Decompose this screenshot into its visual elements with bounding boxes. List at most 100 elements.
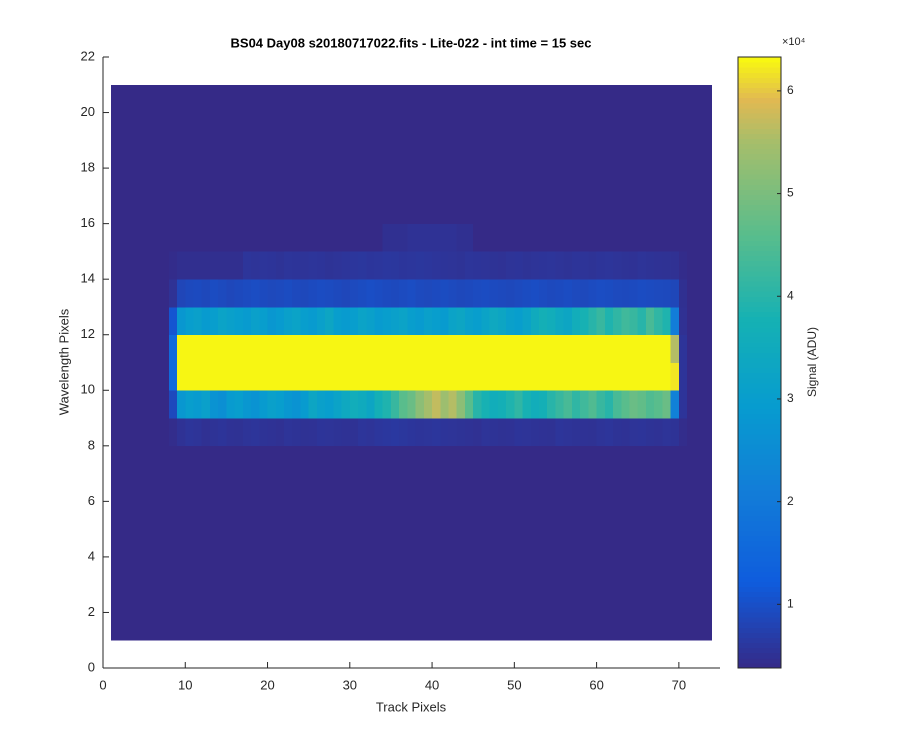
heatmap-cell <box>366 140 375 169</box>
colorbar-segment <box>738 428 781 435</box>
heatmap-cell <box>226 279 235 308</box>
heatmap-cell <box>218 445 227 474</box>
heatmap-cell <box>374 556 384 585</box>
heatmap-cell <box>678 612 688 641</box>
heatmap-cell <box>316 418 326 447</box>
heatmap-cell <box>399 112 408 141</box>
heatmap-cell <box>111 334 120 363</box>
heatmap-cell <box>209 418 219 447</box>
heatmap-cell <box>415 418 425 447</box>
heatmap-cell <box>300 445 309 474</box>
heatmap-cell <box>547 223 556 252</box>
heatmap-cell <box>448 112 458 141</box>
heatmap-cell <box>662 390 671 419</box>
heatmap-cell <box>201 445 211 474</box>
heatmap-cell <box>144 529 153 558</box>
colorbar-segment <box>738 393 781 399</box>
heatmap-cell <box>637 279 647 308</box>
heatmap-cell <box>637 445 647 474</box>
heatmap-cell <box>678 390 688 419</box>
heatmap-cell <box>662 306 671 336</box>
heatmap-cell <box>209 140 219 169</box>
heatmap-cell <box>275 112 285 141</box>
heatmap-cell <box>629 112 639 141</box>
heatmap-cell <box>547 168 556 197</box>
colorbar-segment <box>738 158 781 165</box>
heatmap-cell <box>547 112 556 141</box>
heatmap-cell <box>341 556 351 585</box>
heatmap-cell <box>308 140 318 169</box>
colorbar-segment <box>738 367 781 374</box>
colorbar-segment <box>738 230 781 236</box>
heatmap-cell <box>193 84 203 113</box>
heatmap-cell <box>613 334 622 363</box>
heatmap-cell <box>209 390 219 419</box>
heatmap-cell <box>259 529 268 558</box>
heatmap-cell <box>144 279 153 308</box>
heatmap-cell <box>637 84 647 113</box>
heatmap-cell <box>514 195 523 224</box>
heatmap-cell <box>185 556 194 585</box>
heatmap-cell <box>177 556 186 585</box>
colorbar-segment <box>738 189 781 195</box>
heatmap-cell <box>144 612 153 641</box>
heatmap-cell <box>539 529 548 558</box>
heatmap-cell <box>399 529 408 558</box>
heatmap-cell <box>127 529 137 558</box>
heatmap-cell <box>168 556 178 585</box>
heatmap-cell <box>144 112 153 141</box>
heatmap-cell <box>144 473 153 502</box>
heatmap-cell <box>456 279 466 308</box>
heatmap-cell <box>242 556 252 585</box>
heatmap-cell <box>218 529 227 558</box>
heatmap-cell <box>440 195 449 224</box>
colorbar-segment <box>738 423 781 430</box>
heatmap-cell <box>111 223 120 252</box>
heatmap-cell <box>135 445 145 474</box>
heatmap-cell <box>588 195 597 224</box>
heatmap-cell <box>201 612 211 641</box>
colorbar-segment <box>738 535 781 542</box>
x-tick-label: 10 <box>178 677 192 692</box>
heatmap-cell <box>390 529 400 558</box>
heatmap-cell <box>670 251 680 280</box>
heatmap-cell <box>209 84 219 113</box>
heatmap-cell <box>588 251 597 280</box>
heatmap-cell <box>497 168 507 197</box>
heatmap-cell <box>193 529 203 558</box>
heatmap-cell <box>440 306 449 336</box>
heatmap-cell <box>448 223 458 252</box>
heatmap-cell <box>563 84 573 113</box>
heatmap-cell <box>349 501 359 530</box>
colorbar-segment <box>738 443 781 450</box>
heatmap-cell <box>358 223 367 252</box>
heatmap-cell <box>448 195 458 224</box>
heatmap-cell <box>678 529 688 558</box>
heatmap-cell <box>251 584 260 613</box>
heatmap-cell <box>687 223 696 252</box>
colorbar-segment <box>738 362 781 369</box>
heatmap-cell <box>226 445 235 474</box>
heatmap-cell <box>514 612 523 641</box>
heatmap-cell <box>563 223 573 252</box>
heatmap-cell <box>382 418 392 447</box>
heatmap-cell <box>333 362 342 391</box>
heatmap-cell <box>604 529 614 558</box>
heatmap-cell <box>654 112 663 141</box>
heatmap-cell <box>448 140 458 169</box>
heatmap-cell <box>481 501 490 530</box>
heatmap-cell <box>547 473 556 502</box>
heatmap-cell <box>522 112 532 141</box>
heatmap-cell <box>127 306 137 336</box>
heatmap-cell <box>160 195 170 224</box>
heatmap-cell <box>193 501 203 530</box>
heatmap-cell <box>530 334 540 363</box>
colorbar-segment <box>738 357 781 363</box>
heatmap-cell <box>423 612 433 641</box>
heatmap-cell <box>703 112 713 141</box>
heatmap-cell <box>316 195 326 224</box>
heatmap-cell <box>654 529 663 558</box>
heatmap-cell <box>366 84 375 113</box>
heatmap-cell <box>226 334 235 363</box>
heatmap-cell <box>160 223 170 252</box>
